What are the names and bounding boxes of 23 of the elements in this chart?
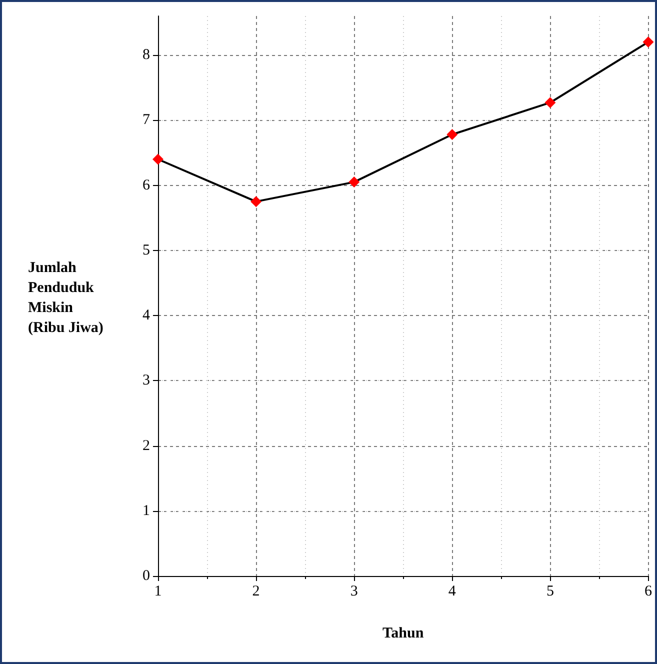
y-tick-label: 7 (142, 112, 150, 128)
point (152, 154, 164, 165)
y-tick-label: 0 (142, 568, 150, 584)
y-tick-label: 5 (142, 242, 150, 258)
y-tick-label: 6 (142, 177, 150, 194)
y-axis-title: Jumlah Penduduk Miskin (Ribu Jiwa) (28, 260, 104, 336)
y-tick-label: 4 (142, 308, 150, 324)
x-tick-label: 5 (546, 584, 554, 600)
x-tick-label: 1 (154, 584, 162, 600)
x-tick-label: 3 (350, 584, 358, 600)
x-axis-title: Tahun (382, 626, 424, 642)
x-tick-label: 6 (644, 584, 652, 600)
y-tick-label: 8 (142, 47, 150, 64)
point (250, 196, 262, 208)
point (642, 36, 654, 48)
point (544, 97, 556, 108)
x-tick-label: 4 (448, 584, 456, 600)
x-tick-label: 2 (252, 584, 260, 600)
point (348, 176, 360, 188)
y-tick-label: 2 (142, 438, 150, 454)
point (446, 129, 458, 140)
y-tick-label: 1 (142, 502, 150, 519)
y-tick-label: 3 (142, 372, 150, 389)
